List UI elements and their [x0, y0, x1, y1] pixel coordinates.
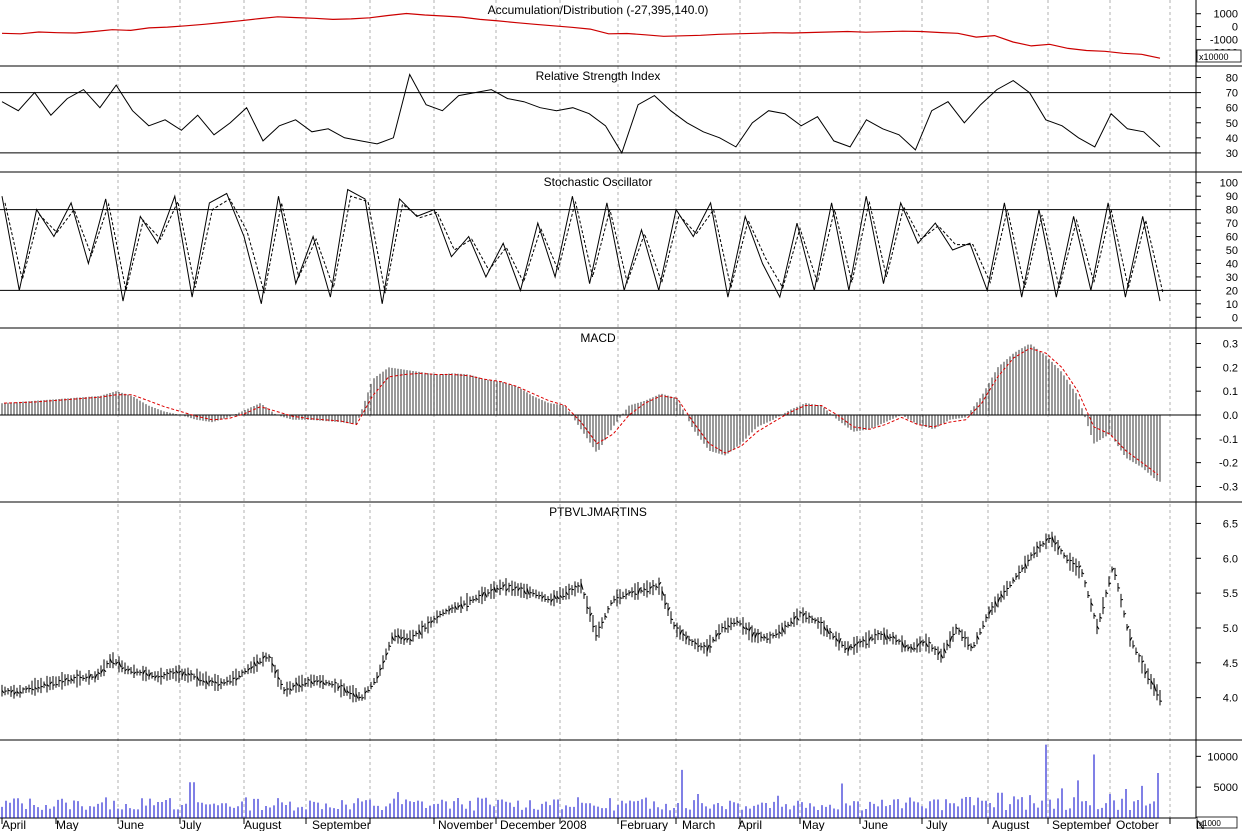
x-tick-label: July: [180, 818, 201, 831]
x-tick-label: September: [312, 818, 371, 831]
price-close-tick: [608, 609, 610, 610]
y-tick-label: 0.0: [1223, 410, 1238, 422]
panel-title: Relative Strength Index: [536, 69, 661, 83]
x-tick-label: October: [1116, 818, 1159, 831]
x-tick-label: April: [2, 818, 26, 831]
price-close-tick: [92, 677, 94, 678]
price-close-tick: [131, 672, 133, 673]
price-close-tick: [1103, 607, 1105, 608]
price-close-tick: [509, 585, 511, 586]
x-tick-label: June: [862, 818, 888, 831]
price-close-tick: [488, 593, 490, 594]
price-close-tick: [974, 645, 976, 646]
y-tick-label: 40: [1226, 133, 1238, 145]
y-tick-label: 50: [1226, 118, 1238, 130]
y-tick-label: 0.3: [1223, 339, 1238, 351]
x-tick-label: June: [118, 818, 144, 831]
y-tick-label: 10: [1226, 299, 1238, 311]
x-tick-label: April: [738, 818, 762, 831]
price-close-tick: [371, 686, 373, 687]
panel-title: Stochastic Oscillator: [544, 175, 653, 189]
y-tick-label: 0.1: [1223, 386, 1238, 398]
y-tick-label: 6.5: [1223, 518, 1238, 530]
y-tick-label: -0.1: [1219, 434, 1238, 446]
x-tick-label: December: [500, 818, 555, 831]
y-tick-label: 80: [1226, 205, 1238, 217]
y-tick-label: 6.0: [1223, 553, 1238, 565]
price-close-tick: [899, 641, 901, 642]
price-close-tick: [521, 588, 523, 589]
price-close-tick: [878, 633, 880, 634]
price-close-tick: [734, 623, 736, 624]
x-tick-label: July: [926, 818, 947, 831]
y-tick-label: 80: [1226, 73, 1238, 85]
price-close-tick: [335, 682, 337, 683]
y-tick-label: 4.0: [1223, 693, 1238, 705]
y-tick-label: 70: [1226, 88, 1238, 100]
y-tick-label: -0.3: [1219, 481, 1238, 493]
x-tick-label: August: [992, 818, 1030, 831]
x-tick-label: May: [802, 818, 825, 831]
y-tick-label: 30: [1226, 272, 1238, 284]
price-close-tick: [233, 678, 235, 679]
y-tick-label: 100: [1220, 178, 1238, 190]
panel-title: Accumulation/Distribution (-27,395,140.0…: [488, 3, 709, 17]
y-tick-label: 10000: [1207, 751, 1238, 763]
multiplier-label: x10000: [1199, 52, 1229, 62]
y-tick-label: 5000: [1214, 782, 1238, 794]
y-tick-label: 20: [1226, 285, 1238, 297]
price-close-tick: [935, 649, 937, 650]
price-close-tick: [1067, 560, 1069, 561]
x-tick-label: February: [620, 818, 668, 831]
y-tick-label: 1000: [1214, 9, 1238, 21]
y-tick-label: 30: [1226, 148, 1238, 160]
price-close-tick: [29, 688, 31, 689]
y-tick-label: 0: [1232, 22, 1238, 34]
x-tick-label: August: [244, 818, 282, 831]
price-close-tick: [635, 594, 637, 595]
price-close-tick: [413, 635, 415, 636]
price-close-tick: [872, 639, 874, 640]
y-tick-label: 60: [1226, 232, 1238, 244]
y-tick-label: 0.2: [1223, 362, 1238, 374]
y-tick-label: 70: [1226, 218, 1238, 230]
price-close-tick: [1118, 588, 1120, 589]
price-close-tick: [767, 639, 769, 640]
y-tick-label: 0: [1232, 312, 1238, 324]
x-tick-label: November: [438, 818, 493, 831]
panel-title: PTBVLJMARTINS: [549, 505, 647, 519]
x-tick-label: May: [56, 818, 79, 831]
x-tick-label: 2008: [560, 818, 587, 831]
price-close-tick: [80, 677, 82, 678]
y-tick-label: -1000: [1210, 34, 1238, 46]
y-tick-label: 5.5: [1223, 588, 1238, 600]
y-tick-label: -0.2: [1219, 458, 1238, 470]
y-tick-label: 4.5: [1223, 658, 1238, 670]
y-tick-label: 50: [1226, 245, 1238, 257]
x-tick-label: N: [1196, 818, 1205, 831]
y-tick-label: 40: [1226, 258, 1238, 270]
price-close-tick: [1073, 563, 1075, 564]
panel-title: MACD: [580, 331, 616, 345]
price-close-tick: [77, 675, 79, 676]
price-close-tick: [362, 698, 364, 699]
x-tick-label: March: [682, 818, 715, 831]
price-close-tick: [1133, 646, 1135, 647]
y-tick-label: 5.0: [1223, 623, 1238, 635]
x-tick-label: September: [1052, 818, 1111, 831]
y-tick-label: 90: [1226, 191, 1238, 203]
price-close-tick: [53, 685, 55, 686]
y-tick-label: 60: [1226, 103, 1238, 115]
